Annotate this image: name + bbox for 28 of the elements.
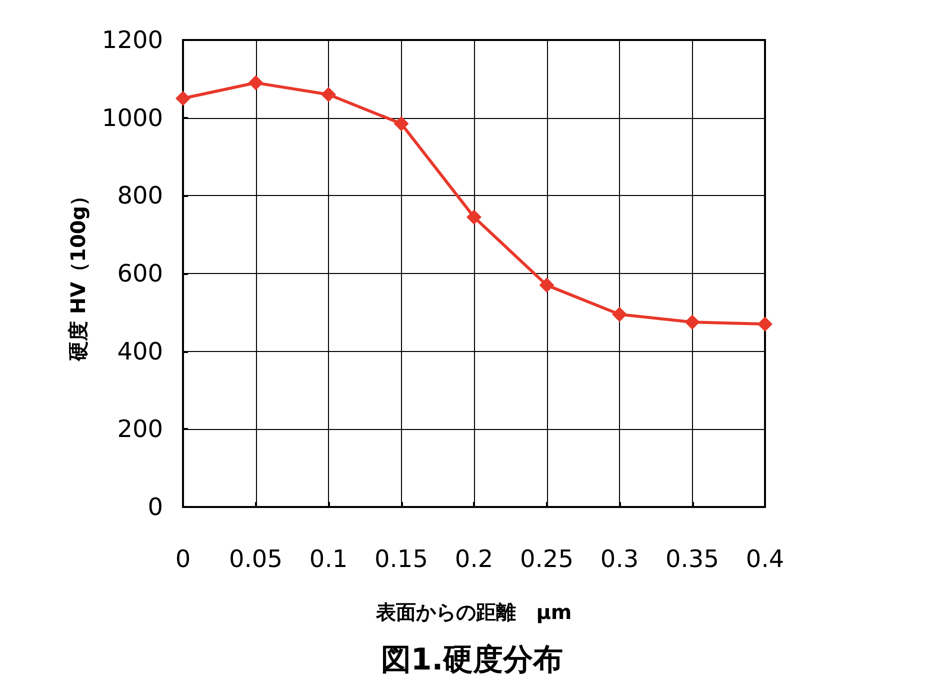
point — [539, 278, 554, 293]
y-tick-label: 1200 — [102, 26, 163, 54]
x-axis-title: 表面からの距離 μm — [375, 600, 572, 624]
x-tick-label: 0.15 — [374, 545, 428, 573]
x-tick-label: 0.35 — [666, 545, 719, 573]
point — [684, 314, 700, 330]
y-tick-label: 200 — [117, 415, 163, 444]
y-tick-label: 800 — [117, 182, 163, 210]
x-tick-label: 0.05 — [229, 545, 282, 573]
x-tick-label: 0.4 — [746, 545, 784, 573]
x-tick-label: 0.2 — [454, 545, 494, 573]
y-axis-title: 硬度 HV（100g） — [66, 186, 90, 362]
y-tick-label: 1000 — [102, 104, 163, 132]
point — [176, 90, 190, 106]
x-tick-label: 0 — [175, 545, 191, 573]
text: 図1.硬度分布 — [380, 642, 564, 678]
point — [394, 116, 409, 132]
point — [321, 86, 336, 102]
x-tick-label: 0.3 — [600, 545, 639, 573]
point — [612, 306, 627, 322]
y-tick-label: 0 — [148, 493, 163, 521]
y-tick-label: 400 — [117, 337, 163, 366]
point — [248, 75, 264, 90]
y-tick-label: 600 — [117, 260, 163, 288]
x-tick-label: 0.1 — [309, 545, 348, 573]
point — [758, 316, 772, 332]
point — [466, 210, 482, 225]
x-tick-label: 0.25 — [520, 545, 574, 573]
